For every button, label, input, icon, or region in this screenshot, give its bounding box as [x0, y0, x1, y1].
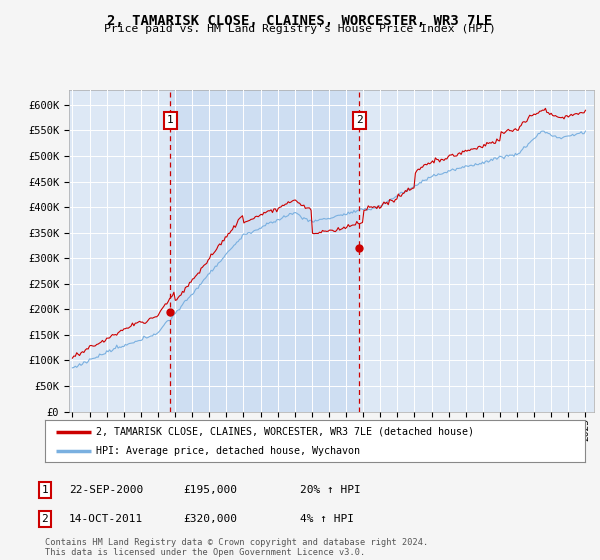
Text: Price paid vs. HM Land Registry's House Price Index (HPI): Price paid vs. HM Land Registry's House … — [104, 24, 496, 34]
Text: 20% ↑ HPI: 20% ↑ HPI — [300, 485, 361, 495]
Text: 1: 1 — [167, 115, 173, 125]
Bar — [170, 90, 359, 412]
Text: HPI: Average price, detached house, Wychavon: HPI: Average price, detached house, Wych… — [96, 446, 360, 456]
Text: 2, TAMARISK CLOSE, CLAINES, WORCESTER, WR3 7LE: 2, TAMARISK CLOSE, CLAINES, WORCESTER, W… — [107, 14, 493, 28]
Text: 2: 2 — [356, 115, 363, 125]
Text: Contains HM Land Registry data © Crown copyright and database right 2024.
This d: Contains HM Land Registry data © Crown c… — [45, 538, 428, 557]
Text: £195,000: £195,000 — [183, 485, 237, 495]
Text: £320,000: £320,000 — [183, 514, 237, 524]
Text: 1: 1 — [41, 485, 49, 495]
Text: 2, TAMARISK CLOSE, CLAINES, WORCESTER, WR3 7LE (detached house): 2, TAMARISK CLOSE, CLAINES, WORCESTER, W… — [96, 427, 475, 437]
Text: 14-OCT-2011: 14-OCT-2011 — [69, 514, 143, 524]
Text: 4% ↑ HPI: 4% ↑ HPI — [300, 514, 354, 524]
Text: 22-SEP-2000: 22-SEP-2000 — [69, 485, 143, 495]
Text: 2: 2 — [41, 514, 49, 524]
